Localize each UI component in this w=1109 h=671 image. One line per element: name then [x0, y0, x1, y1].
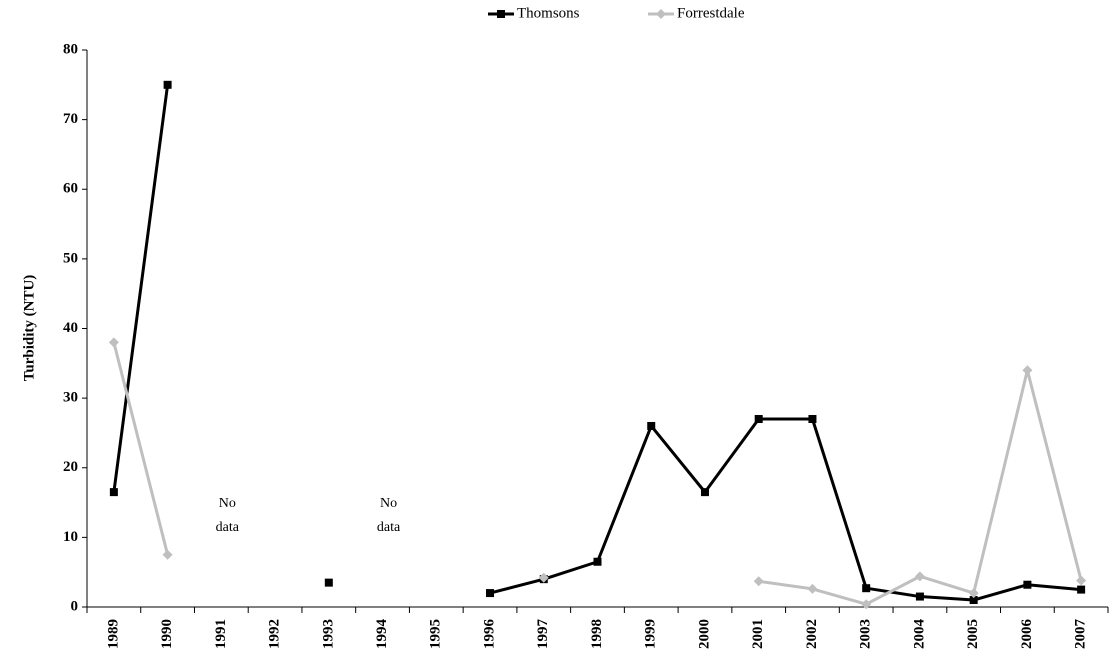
x-tick-label: 2006: [1019, 619, 1035, 650]
x-tick-label: 2005: [965, 619, 981, 649]
x-tick-label: 1989: [105, 619, 121, 649]
marker: [1077, 585, 1086, 594]
y-tick-label: 20: [63, 459, 78, 475]
x-tick-label: 1997: [535, 619, 551, 650]
marker: [593, 557, 602, 566]
marker: [486, 589, 495, 598]
marker: [700, 488, 709, 497]
y-tick-label: 70: [63, 111, 78, 127]
marker: [807, 583, 818, 594]
legend-label: Forrestdale: [677, 5, 745, 21]
x-tick-label: 1996: [481, 619, 497, 650]
marker: [162, 549, 173, 560]
marker: [647, 421, 656, 430]
marker: [656, 9, 666, 19]
marker: [808, 415, 817, 424]
marker: [754, 415, 763, 424]
marker: [108, 337, 119, 348]
y-tick-label: 60: [63, 181, 78, 197]
marker: [969, 596, 978, 605]
y-tick-label: 40: [63, 320, 78, 336]
x-tick-label: 1990: [159, 619, 175, 649]
marker: [538, 572, 549, 583]
marker: [914, 571, 925, 582]
x-tick-label: 1999: [643, 619, 659, 649]
legend-label: Thomsons: [517, 5, 580, 21]
x-tick-label: 2001: [750, 619, 766, 649]
marker: [753, 576, 764, 587]
annotation: No data: [215, 496, 239, 535]
marker: [163, 80, 172, 89]
marker: [1023, 580, 1032, 589]
marker: [915, 592, 924, 601]
marker: [1076, 575, 1087, 586]
x-tick-label: 1992: [267, 619, 283, 649]
x-tick-label: 2004: [911, 619, 927, 650]
y-tick-label: 30: [63, 390, 78, 406]
marker: [968, 588, 979, 599]
y-tick-label: 10: [63, 529, 78, 545]
x-tick-label: 1991: [213, 619, 229, 649]
x-tick-label: 2002: [804, 619, 820, 649]
x-tick-label: 1998: [589, 619, 605, 649]
marker: [324, 578, 333, 587]
x-tick-label: 2000: [696, 619, 712, 649]
marker: [861, 599, 872, 610]
marker: [862, 584, 871, 593]
marker: [1022, 365, 1033, 376]
series-line: [112, 84, 1082, 602]
x-tick-label: 2007: [1073, 619, 1089, 650]
x-tick-label: 1995: [428, 619, 444, 649]
y-tick-label: 0: [71, 598, 79, 614]
y-tick-label: 50: [63, 250, 78, 266]
marker: [497, 10, 505, 18]
x-tick-label: 1994: [374, 619, 390, 650]
x-tick-label: 2003: [858, 619, 874, 649]
annotation: No data: [376, 496, 401, 535]
y-axis-label: Turbidity (NTU): [21, 275, 37, 382]
marker: [109, 488, 118, 497]
x-tick-label: 1993: [320, 619, 336, 649]
y-tick-label: 80: [63, 41, 78, 57]
